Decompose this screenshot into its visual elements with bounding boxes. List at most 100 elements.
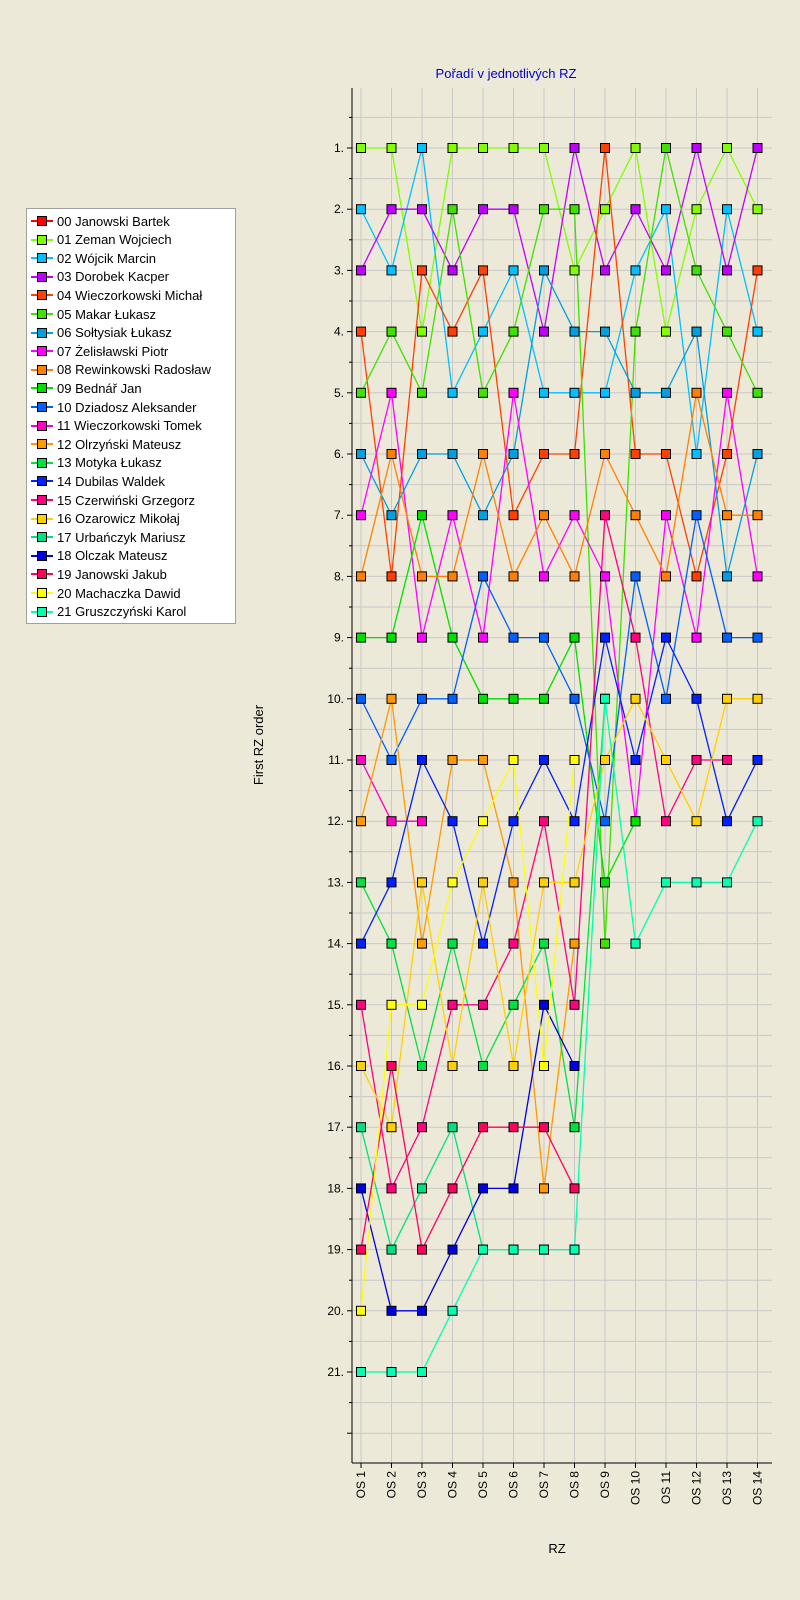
legend-swatch-marker: [37, 588, 47, 598]
series-21-point: [600, 693, 610, 704]
series-08-point: [691, 387, 702, 398]
series-08-point: [386, 449, 397, 459]
series-08-point: [539, 510, 549, 521]
x-tick-label: OS 8: [568, 1471, 582, 1499]
series-05-point: [752, 387, 763, 398]
series-09-point: [386, 632, 397, 643]
series-02-point: [356, 204, 366, 215]
y-tick-label: 17.: [327, 1120, 344, 1134]
legend-label: 15 Czerwiński Grzegorz: [57, 492, 195, 508]
legend-item: 21 Gruszczyński Karol: [31, 603, 186, 621]
series-05-point: [356, 387, 366, 398]
series-17-point: [447, 1122, 458, 1133]
legend-swatch-marker: [37, 569, 47, 580]
series-21-point: [539, 1244, 549, 1255]
series-08-point: [630, 510, 641, 521]
series-15-point: [600, 510, 610, 521]
series-12-point: [569, 938, 580, 949]
series-03-point: [630, 204, 641, 215]
series-07-point: [356, 510, 366, 521]
series-18-point: [569, 1061, 580, 1071]
legend-label: 06 Sołtysiak Łukasz: [57, 325, 172, 341]
series-10-point: [447, 693, 458, 704]
series-12-line: [360, 698, 576, 1189]
series-15-point: [691, 755, 702, 765]
series-05-point: [478, 387, 488, 398]
legend-swatch: [31, 215, 53, 227]
series-06-point: [691, 326, 702, 337]
series-12-point: [508, 877, 519, 888]
series-03-point: [356, 265, 366, 276]
legend-swatch: [31, 382, 53, 394]
series-15-point: [386, 1183, 397, 1194]
series-16-point: [661, 755, 671, 765]
series-08-point: [478, 449, 488, 459]
series-21-point: [661, 877, 671, 888]
series-05-point: [508, 326, 519, 337]
series-14-line: [360, 635, 759, 944]
series-19-point: [508, 1122, 519, 1133]
series-13-point: [478, 1061, 488, 1071]
series-15-point: [569, 999, 580, 1010]
legend-item: 18 Olczak Mateusz: [31, 547, 168, 565]
series-14-point: [630, 755, 641, 765]
series-10-point: [752, 632, 763, 643]
series-06-point: [661, 387, 671, 398]
y-tick-label: 7.: [334, 508, 344, 522]
series-16-point: [691, 816, 702, 827]
series-01-point: [630, 143, 641, 153]
legend-item: 01 Zeman Wojciech: [31, 231, 172, 249]
series-02-point: [417, 143, 427, 153]
series-10-point: [417, 693, 427, 704]
series-10-point: [722, 632, 732, 643]
series-21-point: [722, 877, 732, 888]
legend-swatch: [31, 475, 53, 487]
y-tick-label: 3.: [334, 263, 344, 277]
series-05-point: [600, 938, 610, 949]
y-tick-label: 12.: [327, 814, 344, 828]
series-15-point: [722, 755, 732, 765]
series-18-point: [508, 1183, 519, 1194]
series-06-point: [447, 449, 458, 459]
y-tick-label: 9.: [334, 631, 344, 645]
series-04-point: [630, 449, 641, 459]
series-01-point: [600, 204, 610, 215]
series-21-point: [386, 1367, 397, 1377]
series-20-point: [417, 999, 427, 1010]
series-01-point: [752, 204, 763, 215]
y-tick-label: 6.: [334, 447, 344, 461]
series-02-line: [360, 147, 759, 455]
series-15-point: [630, 632, 641, 643]
series-21-point: [447, 1305, 458, 1316]
series-01-point: [478, 143, 488, 153]
series-15-point: [417, 1122, 427, 1133]
series-02-point: [478, 326, 488, 337]
series-04-point: [691, 571, 702, 582]
y-tick-label: 13.: [327, 875, 344, 889]
series-08-point: [569, 571, 580, 582]
series-04-point: [752, 265, 763, 276]
legend-label: 11 Wieczorkowski Tomek: [57, 418, 202, 434]
chart-title: Pořadí v jednotlivých RZ: [436, 66, 577, 81]
series-19-point: [447, 1183, 458, 1194]
legend-swatch-marker: [37, 420, 47, 431]
x-tick-label: OS 2: [385, 1471, 399, 1499]
series-14-point: [386, 877, 397, 888]
series-07-point: [600, 571, 610, 582]
series-06-point: [630, 387, 641, 398]
series-08-point: [417, 571, 427, 582]
legend-label: 12 Olrzyński Mateusz: [57, 436, 182, 452]
x-tick-label: OS 3: [415, 1471, 429, 1499]
y-tick-label: 20.: [327, 1304, 344, 1318]
series-16-point: [356, 1061, 366, 1071]
legend-item: 19 Janowski Jakub: [31, 565, 167, 583]
legend-swatch: [31, 606, 53, 618]
series-08-point: [447, 571, 458, 582]
series-01-point: [691, 204, 702, 215]
series-04-point: [661, 449, 671, 459]
series-05-point: [722, 326, 732, 337]
series-05-point: [417, 387, 427, 398]
legend-swatch: [31, 587, 53, 599]
axes: 1. 2. 3. 4. 5. 6. 7. 8. 9. 10. 11. 12. 13. 14. 15. 16. 1…: [327, 88, 772, 1505]
legend-swatch: [31, 438, 53, 450]
